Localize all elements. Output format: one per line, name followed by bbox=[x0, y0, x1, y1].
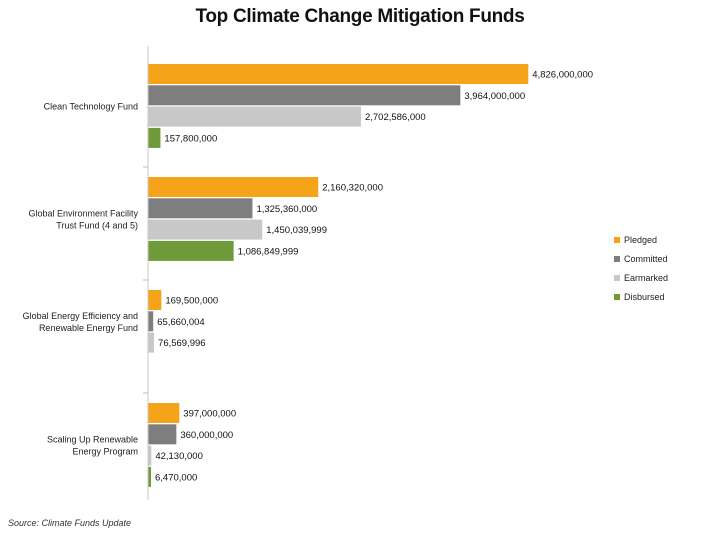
data-label-committed-2: 65,660,004 bbox=[157, 317, 205, 328]
data-label-disbursed-1: 1,086,849,999 bbox=[238, 246, 299, 257]
data-label-earmarked-2: 76,569,996 bbox=[158, 338, 206, 349]
legend-label-disbursed: Disbursed bbox=[624, 292, 665, 302]
bar-earmarked-2 bbox=[148, 332, 155, 353]
legend-swatch-earmarked bbox=[614, 275, 620, 281]
bar-pledged-1 bbox=[148, 177, 319, 197]
data-label-pledged-0: 4,826,000,000 bbox=[532, 70, 593, 81]
data-label-pledged-1: 2,160,320,000 bbox=[322, 183, 383, 194]
source-note: Source: Climate Funds Update bbox=[8, 518, 132, 528]
category-label-3: Energy Program bbox=[72, 447, 138, 457]
bar-committed-3 bbox=[148, 424, 177, 445]
chart-title: Top Climate Change Mitigation Funds bbox=[195, 6, 525, 27]
bar-committed-1 bbox=[148, 198, 253, 219]
bar-disbursed-3 bbox=[148, 466, 151, 487]
bar-earmarked-0 bbox=[148, 106, 361, 127]
category-label-2: Global Energy Efficiency and bbox=[23, 311, 138, 321]
legend-swatch-disbursed bbox=[614, 294, 620, 300]
category-label-1: Trust Fund (4 and 5) bbox=[56, 221, 138, 231]
category-label-1: Global Environment Facility bbox=[28, 209, 138, 219]
data-label-disbursed-3: 6,470,000 bbox=[155, 472, 197, 483]
bar-pledged-2 bbox=[148, 290, 162, 310]
bar-earmarked-1 bbox=[148, 219, 263, 240]
category-label-2: Renewable Energy Fund bbox=[39, 323, 138, 333]
category-label-0: Clean Technology Fund bbox=[44, 102, 138, 112]
legend-label-pledged: Pledged bbox=[624, 235, 657, 245]
bar-committed-2 bbox=[148, 311, 154, 332]
bar-pledged-3 bbox=[148, 403, 180, 423]
data-label-earmarked-0: 2,702,586,000 bbox=[365, 112, 426, 123]
category-label-3: Scaling Up Renewable bbox=[47, 435, 138, 445]
legend-swatch-pledged bbox=[614, 237, 620, 243]
bar-disbursed-0 bbox=[148, 127, 161, 148]
data-label-earmarked-1: 1,450,039,999 bbox=[266, 225, 327, 236]
data-label-committed-0: 3,964,000,000 bbox=[464, 91, 525, 102]
bar-earmarked-3 bbox=[148, 445, 152, 466]
data-label-earmarked-3: 42,130,000 bbox=[155, 451, 203, 462]
bar-disbursed-1 bbox=[148, 240, 234, 261]
legend-label-earmarked: Earmarked bbox=[624, 273, 668, 283]
legend-label-committed: Committed bbox=[624, 254, 668, 264]
bar-committed-0 bbox=[148, 85, 461, 106]
data-label-committed-1: 1,325,360,000 bbox=[256, 204, 317, 215]
data-label-pledged-3: 397,000,000 bbox=[183, 409, 236, 420]
bar-pledged-0 bbox=[148, 64, 529, 84]
legend-swatch-committed bbox=[614, 256, 620, 262]
data-label-committed-3: 360,000,000 bbox=[180, 430, 233, 441]
data-label-pledged-2: 169,500,000 bbox=[165, 296, 218, 307]
data-label-disbursed-0: 157,800,000 bbox=[164, 133, 217, 144]
